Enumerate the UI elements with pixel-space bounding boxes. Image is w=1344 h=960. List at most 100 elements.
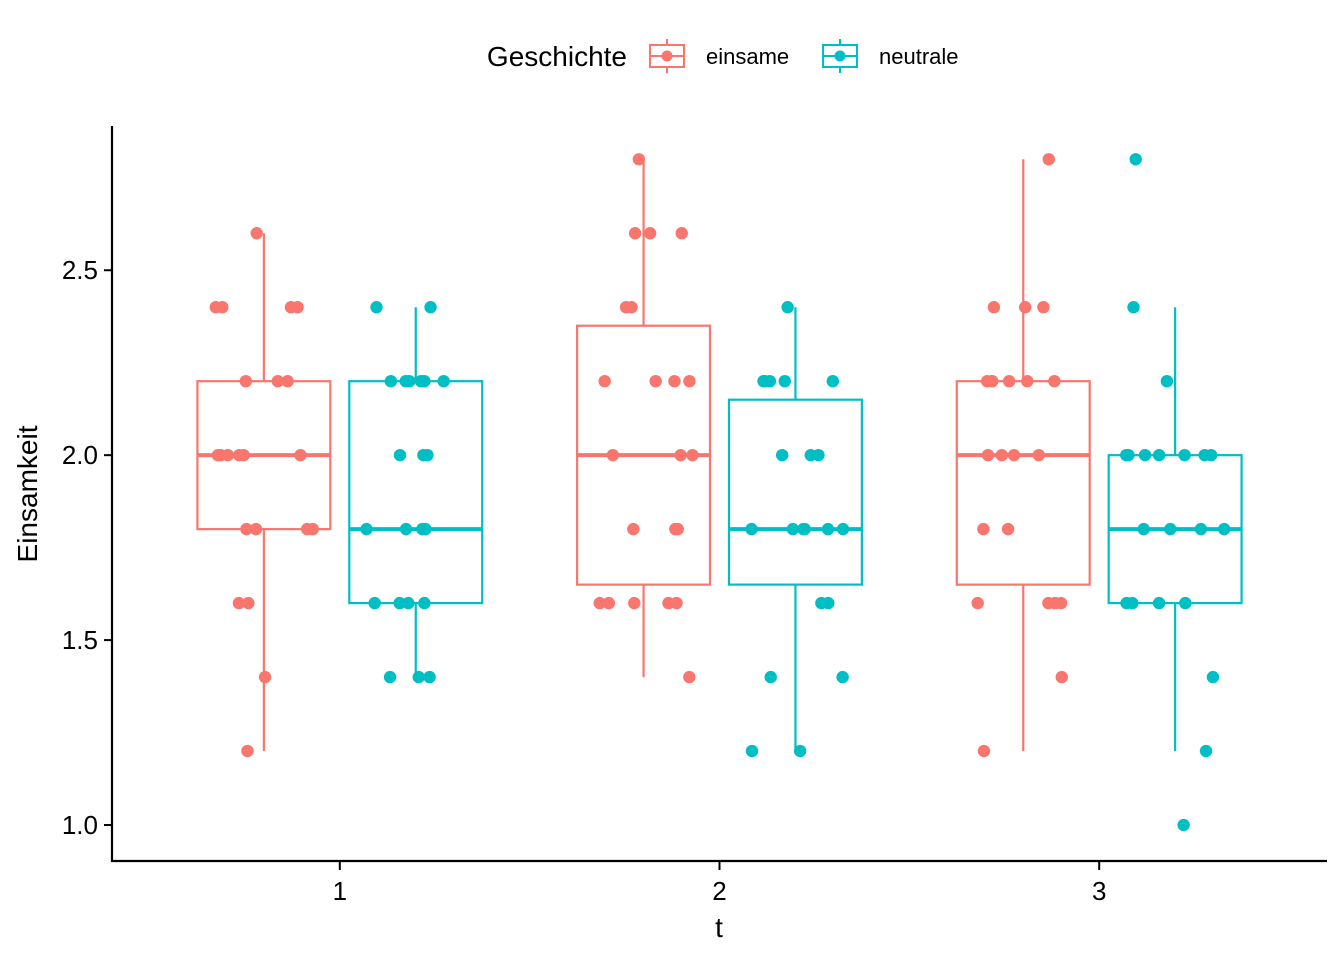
data-point — [417, 448, 430, 462]
data-point — [598, 374, 611, 388]
data-point — [628, 596, 641, 610]
data-point — [1198, 448, 1211, 462]
data-point — [745, 744, 759, 758]
data-point — [1199, 744, 1213, 758]
data-point — [812, 448, 825, 462]
data-point — [1129, 153, 1142, 166]
data-point — [240, 522, 253, 536]
data-point — [686, 448, 699, 462]
data-point — [781, 301, 794, 314]
data-point — [1002, 374, 1016, 388]
box-neutrale-1 — [348, 307, 484, 678]
data-point — [628, 227, 642, 240]
data-point — [643, 227, 657, 240]
data-point — [423, 670, 436, 684]
x-axis-title: t — [715, 912, 723, 943]
data-point — [221, 448, 235, 462]
data-point — [1055, 670, 1068, 684]
data-point — [1179, 596, 1192, 610]
data-point — [763, 374, 777, 388]
data-point — [674, 448, 687, 462]
data-point — [1138, 448, 1152, 462]
data-point — [836, 670, 849, 684]
legend-label: neutrale — [879, 44, 959, 69]
data-point — [1164, 522, 1177, 536]
data-point — [1178, 448, 1191, 462]
data-point — [671, 522, 684, 536]
data-point — [1021, 374, 1034, 388]
legend-title: Geschichte — [487, 41, 627, 72]
data-point — [1217, 522, 1231, 536]
x-tick-label: 1 — [333, 876, 347, 906]
data-point — [977, 522, 990, 536]
data-point — [981, 448, 995, 462]
data-point — [370, 301, 383, 314]
x-ticks: 1 2 3 — [333, 861, 1106, 906]
y-ticks: 1.0 1.5 2.0 2.5 — [62, 255, 112, 840]
data-point — [977, 744, 991, 758]
data-point — [627, 522, 640, 536]
data-point — [593, 596, 606, 610]
data-point — [987, 301, 1001, 314]
data-point — [1037, 301, 1050, 314]
legend-entry-einsame: einsame — [649, 39, 789, 73]
data-point — [793, 744, 807, 758]
data-point — [775, 448, 789, 462]
data-point — [1206, 670, 1220, 684]
data-point — [414, 374, 428, 388]
data-point — [284, 301, 298, 314]
data-point — [1007, 448, 1021, 462]
data-point — [786, 522, 800, 536]
box-einsame-3 — [955, 159, 1091, 752]
data-point — [393, 596, 406, 610]
data-point — [271, 374, 285, 388]
box-iqr — [727, 398, 863, 586]
data-point — [1048, 374, 1061, 388]
data-point — [437, 374, 450, 388]
data-point — [368, 596, 381, 610]
data-point — [306, 522, 319, 536]
axes: 1.0 1.5 2.0 2.5 1 2 3 t Einsamkeit — [12, 126, 1327, 943]
plot-area — [196, 153, 1243, 832]
data-point — [683, 670, 696, 684]
data-point — [826, 374, 839, 388]
data-point — [602, 596, 616, 610]
x-tick-label: 2 — [712, 876, 726, 906]
data-point — [971, 596, 984, 610]
data-point — [815, 596, 828, 610]
data-point — [209, 301, 222, 314]
data-point — [384, 374, 398, 388]
legend-key-point — [661, 50, 673, 62]
data-point — [778, 374, 791, 388]
legend: Geschichte einsame neutrale — [487, 39, 959, 73]
legend-entry-neutrale: neutrale — [822, 39, 959, 73]
data-point — [1126, 596, 1139, 610]
data-point — [1048, 596, 1062, 610]
y-tick-label: 2.5 — [62, 255, 98, 285]
data-point — [258, 670, 272, 684]
data-point — [745, 522, 758, 536]
data-point — [242, 596, 255, 610]
y-axis-title: Einsamkeit — [12, 425, 43, 562]
data-point — [649, 374, 662, 388]
data-point — [675, 227, 688, 240]
legend-label: einsame — [706, 44, 789, 69]
y-tick-label: 1.0 — [62, 810, 98, 840]
data-point — [412, 670, 425, 684]
data-point — [360, 522, 373, 536]
data-point — [1152, 448, 1166, 462]
data-point — [986, 374, 999, 388]
data-point — [1194, 522, 1208, 536]
box-iqr — [348, 380, 484, 605]
data-point — [995, 448, 1008, 462]
data-point — [237, 448, 250, 462]
x-tick-label: 3 — [1092, 876, 1106, 906]
data-point — [632, 153, 646, 166]
data-point — [250, 227, 263, 240]
data-point — [606, 448, 620, 462]
data-point — [1137, 522, 1150, 536]
data-point — [683, 374, 696, 388]
data-point — [424, 301, 437, 314]
data-point — [625, 301, 638, 314]
